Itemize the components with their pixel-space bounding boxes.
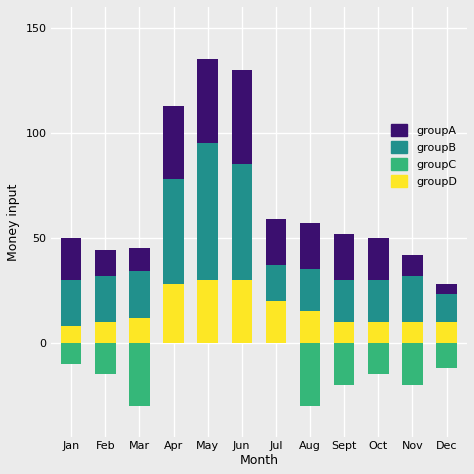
Bar — [334, 280, 355, 322]
Bar — [198, 143, 218, 280]
Bar — [368, 322, 389, 343]
Bar — [402, 322, 423, 343]
Bar — [266, 301, 286, 343]
Bar — [61, 280, 82, 326]
Bar — [232, 164, 252, 280]
Bar — [129, 318, 150, 343]
Bar — [334, 322, 355, 343]
Bar — [129, 271, 150, 318]
Bar — [164, 179, 184, 284]
Bar — [368, 280, 389, 322]
Bar — [266, 265, 286, 301]
Bar — [437, 322, 457, 343]
Bar — [95, 343, 116, 374]
Bar — [334, 234, 355, 280]
Legend: groupA, groupB, groupC, groupD: groupA, groupB, groupC, groupD — [386, 120, 462, 191]
Bar — [437, 284, 457, 294]
Bar — [368, 238, 389, 280]
Bar — [300, 311, 320, 343]
Bar — [129, 248, 150, 271]
Bar — [164, 284, 184, 343]
Bar — [437, 294, 457, 322]
Bar — [402, 275, 423, 322]
Bar — [368, 343, 389, 374]
Bar — [198, 280, 218, 343]
Bar — [61, 343, 82, 364]
Bar — [334, 343, 355, 385]
X-axis label: Month: Month — [239, 454, 278, 467]
Bar — [402, 343, 423, 385]
Bar — [300, 269, 320, 311]
Bar — [300, 343, 320, 406]
Bar — [61, 326, 82, 343]
Bar — [198, 59, 218, 143]
Bar — [95, 275, 116, 322]
Bar — [232, 70, 252, 164]
Bar — [402, 255, 423, 275]
Bar — [95, 322, 116, 343]
Bar — [300, 223, 320, 269]
Bar — [129, 343, 150, 406]
Bar — [61, 238, 82, 280]
Bar — [232, 280, 252, 343]
Y-axis label: Money input: Money input — [7, 183, 20, 261]
Bar — [437, 343, 457, 368]
Bar — [95, 250, 116, 275]
Bar — [164, 106, 184, 179]
Bar — [266, 219, 286, 265]
